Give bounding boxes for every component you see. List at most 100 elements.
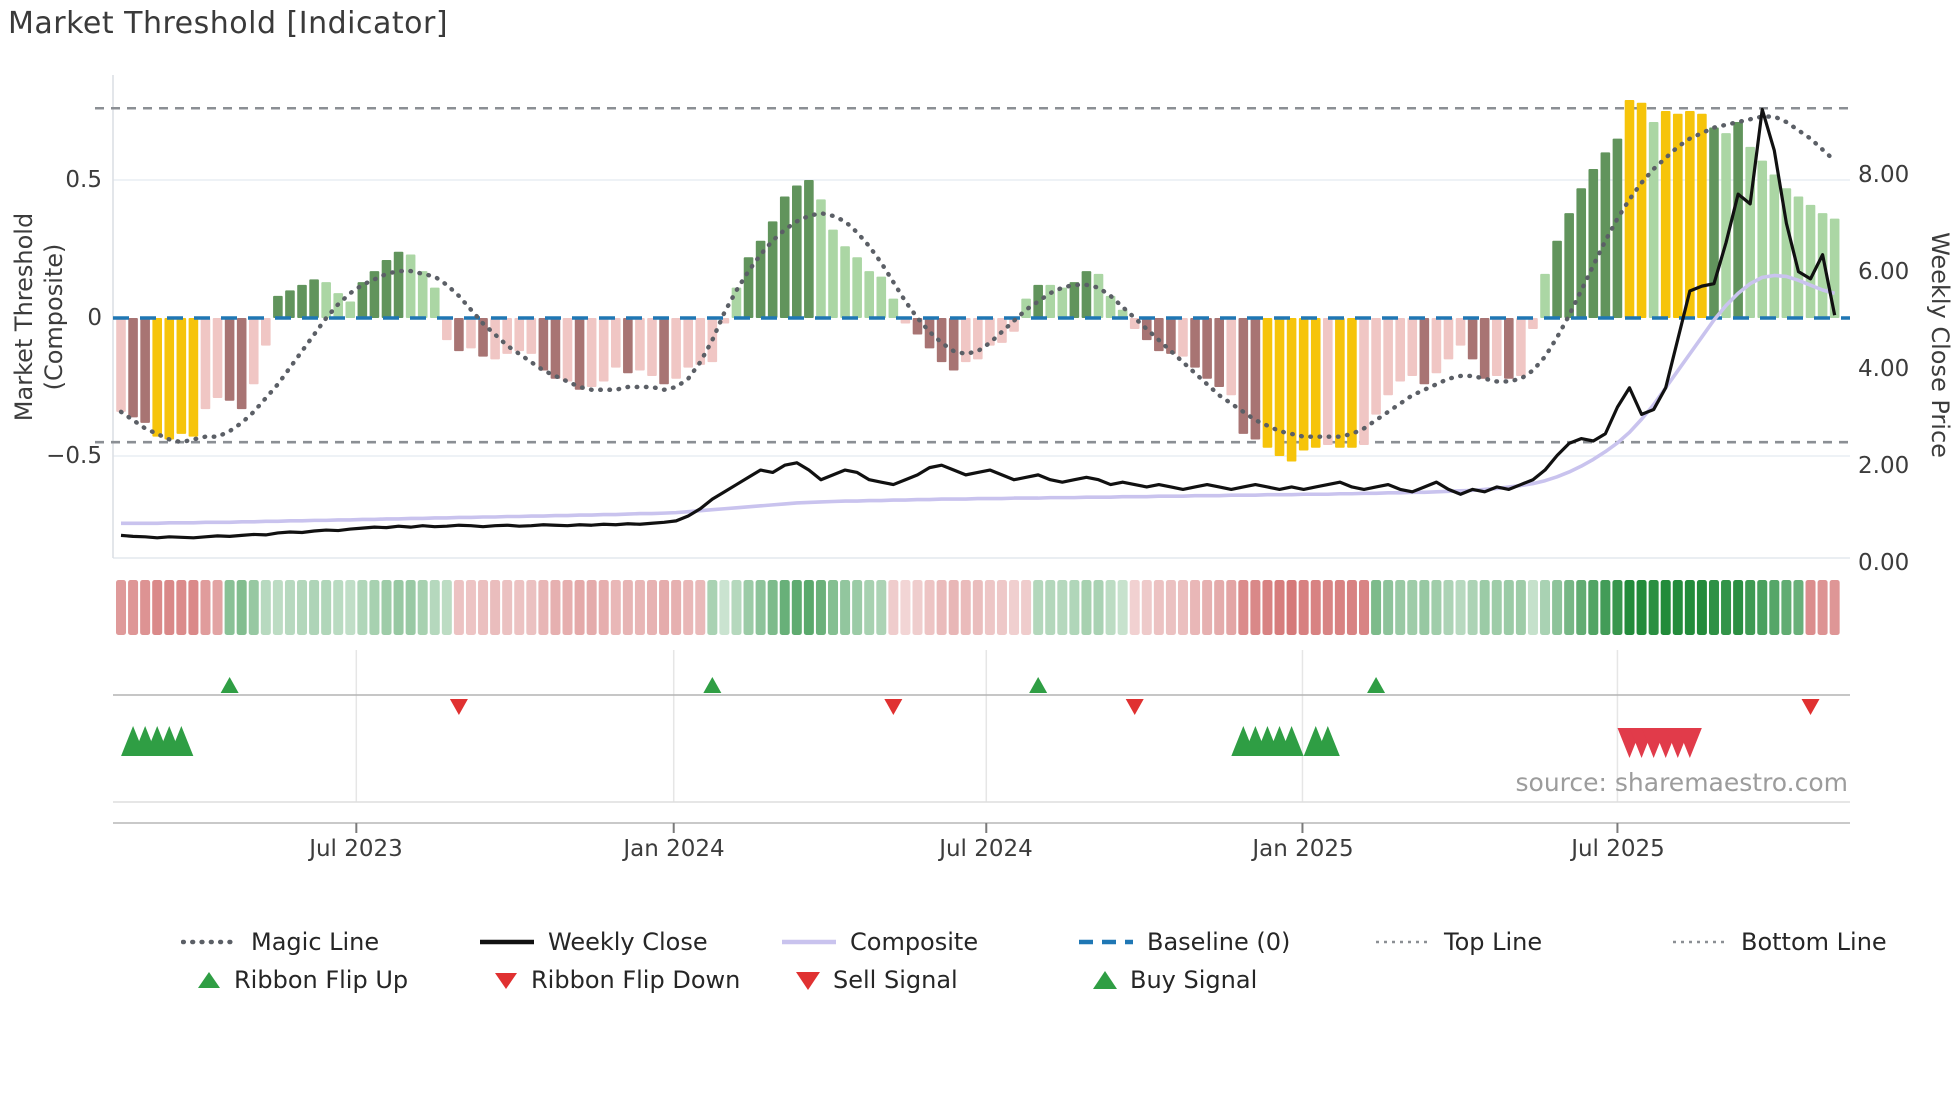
histogram-bar: [1467, 318, 1478, 360]
ribbon-stripe: [900, 580, 911, 635]
histogram-bar: [960, 318, 971, 363]
ribbon-stripe: [1733, 580, 1744, 635]
histogram-bar: [876, 276, 887, 318]
ribbon-stripe: [1564, 580, 1575, 635]
histogram-bar: [695, 318, 706, 365]
histogram-bar: [1443, 318, 1454, 360]
ribbon-stripe: [1346, 580, 1357, 635]
ribbon-stripe: [478, 580, 489, 635]
ribbon-stripe: [1105, 580, 1116, 635]
histogram-bar: [369, 271, 380, 318]
ribbon-stripe: [1721, 580, 1732, 635]
ribbon-stripe: [1455, 580, 1466, 635]
x-tick-jul-2025: Jul 2025: [1571, 836, 1665, 862]
x-tick-jan-2024: Jan 2024: [623, 836, 725, 862]
histogram-bar: [248, 318, 259, 385]
ribbon-stripe: [1226, 580, 1237, 635]
ribbon-stripe: [1250, 580, 1261, 635]
ribbon-stripe: [683, 580, 694, 635]
legend-item-ribbon-flip-down: Ribbon Flip Down: [493, 964, 740, 996]
ribbon-stripe: [490, 580, 501, 635]
histogram-bar: [779, 196, 790, 318]
histogram-bar: [985, 318, 995, 346]
ribbon-stripe: [1552, 580, 1563, 635]
ribbon-stripe: [1262, 580, 1273, 635]
histogram-bar: [1733, 122, 1743, 318]
histogram-bar: [1347, 318, 1357, 448]
page-title: Market Threshold [Indicator]: [8, 6, 449, 41]
ribbon-stripe: [116, 580, 126, 635]
histogram-bar: [864, 271, 875, 318]
ribbon-stripe: [514, 580, 525, 635]
ribbon-stripe: [1238, 580, 1249, 635]
weekly-close-swatch-icon: [480, 939, 534, 945]
buy-signal-marker: [169, 726, 194, 756]
ribbon-stripe: [369, 580, 380, 635]
ribbon-stripe: [972, 580, 983, 635]
ribbon-stripe: [1395, 580, 1406, 635]
ribbon-stripe: [743, 580, 754, 635]
histogram-bar: [297, 284, 307, 318]
histogram-bar: [1660, 111, 1671, 318]
ribbon-stripe: [586, 580, 597, 635]
histogram-bar: [1491, 318, 1502, 376]
legend-item-ribbon-flip-up: Ribbon Flip Up: [196, 964, 408, 996]
weekly-close-line: [120, 107, 1837, 540]
histogram-bar: [1166, 318, 1176, 354]
ribbon-stripe: [236, 580, 247, 635]
ribbon-stripe: [393, 580, 404, 635]
histogram-bar: [1479, 318, 1490, 379]
histogram-bar: [792, 185, 802, 318]
ribbon-stripe: [912, 580, 923, 635]
ribbon-stripe: [1431, 580, 1442, 635]
ribbon-stripe: [1745, 580, 1756, 635]
ribbon-stripe: [200, 580, 211, 635]
histogram-bar: [1528, 318, 1538, 330]
triangle-up-icon: [1093, 971, 1117, 989]
histogram-bar: [1648, 122, 1659, 318]
histogram-bar: [1685, 111, 1695, 318]
ribbon-stripe: [1443, 580, 1454, 635]
histogram-bar: [948, 318, 959, 371]
histogram-bar: [224, 318, 235, 401]
legend-item-buy-signal: Buy Signal: [1092, 964, 1257, 996]
histogram-bar: [1395, 318, 1406, 382]
histogram-bar: [586, 318, 597, 387]
left-tick-0.5: 0.5: [65, 167, 102, 193]
ribbon-stripe: [1527, 580, 1538, 635]
ribbon-stripe: [381, 580, 392, 635]
histogram-bar: [610, 318, 621, 368]
ribbon-stripe: [707, 580, 718, 635]
ribbon-stripe: [1684, 580, 1695, 635]
baseline-swatch-icon: [1079, 939, 1133, 945]
histogram-bar: [405, 254, 416, 318]
ribbon-stripe: [1793, 580, 1804, 635]
ribbon-stripe: [1334, 580, 1345, 635]
composite-line: [121, 273, 1836, 526]
ribbon-stripe: [562, 580, 573, 635]
legend-item-bottom-line: Bottom Line: [1671, 926, 1887, 958]
top-line-swatch-icon: [1376, 940, 1430, 944]
ribbon-stripe: [791, 580, 802, 635]
ribbon-stripe: [996, 580, 1007, 635]
histogram-bar: [200, 318, 211, 410]
histogram-bar: [140, 318, 150, 423]
histogram-bar: [357, 282, 368, 318]
histogram-bar: [888, 298, 899, 318]
ribbon-stripe: [1419, 580, 1430, 635]
ribbon-stripe: [1491, 580, 1502, 635]
legend-item-top-line: Top Line: [1374, 926, 1542, 958]
histogram-bar: [261, 318, 271, 346]
right-tick-6: 6.00: [1858, 259, 1910, 285]
histogram-bar: [1335, 318, 1345, 448]
ribbon-stripe: [1600, 580, 1611, 635]
histogram-bar: [635, 318, 645, 371]
histogram-bar: [502, 318, 512, 354]
magic-line: [118, 114, 1837, 445]
ribbon-stripe: [1286, 580, 1297, 635]
ribbon-stripe: [815, 580, 826, 635]
histogram-bar: [1214, 318, 1224, 387]
ribbon-stripe: [1588, 580, 1599, 635]
histogram-bar: [1202, 318, 1212, 379]
buy-signal-marker: [1315, 726, 1340, 756]
